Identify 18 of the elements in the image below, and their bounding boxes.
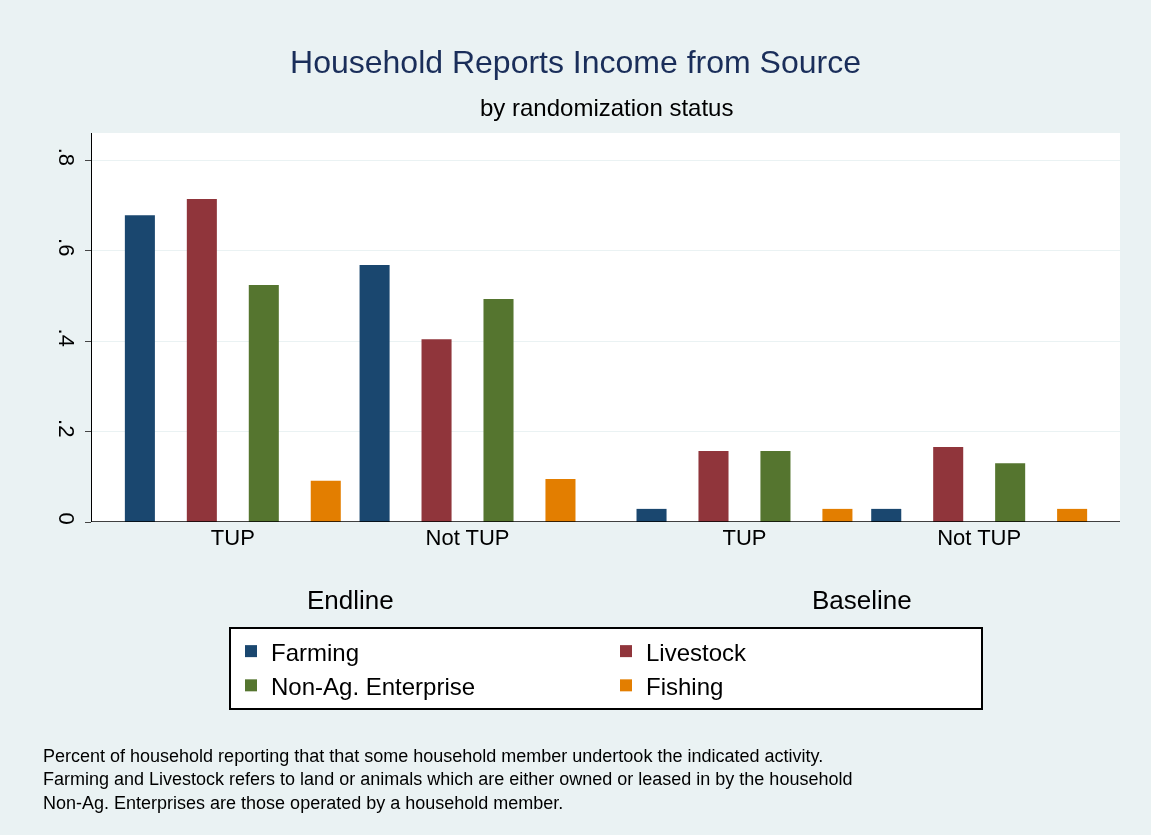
y-tick-label: .8 xyxy=(53,147,79,167)
text: Percent of household reporting that that some household member undertook the indicated activity. Farming and Livestock refers to land or animals which are either owned or leased in by the household Non-Ag. Enterprises are those operated by a household member. xyxy=(43,746,853,813)
x-tick-label: TUP xyxy=(722,525,767,550)
legend-label: Fishing xyxy=(646,672,724,700)
y-tick-label: 0 xyxy=(53,512,79,525)
y-tick-label: .2 xyxy=(53,419,79,438)
y-tick-label: .6 xyxy=(53,238,79,257)
legend-label: Farming xyxy=(271,638,360,666)
x-tick-label: Not TUP xyxy=(937,525,1022,550)
text: Baseline xyxy=(812,585,912,615)
chart-title: Household Reports Income from Source xyxy=(290,44,861,81)
legend-label: Livestock xyxy=(646,638,748,666)
x-tick-label: TUP xyxy=(210,525,255,550)
y-tick-label: .4 xyxy=(53,328,79,347)
legend-label: Non-Ag. Enterprise xyxy=(271,672,476,700)
x-tick-label: Not TUP xyxy=(425,525,510,550)
chart-subtitle: by randomization status xyxy=(480,94,734,121)
text: Endline xyxy=(307,585,394,615)
